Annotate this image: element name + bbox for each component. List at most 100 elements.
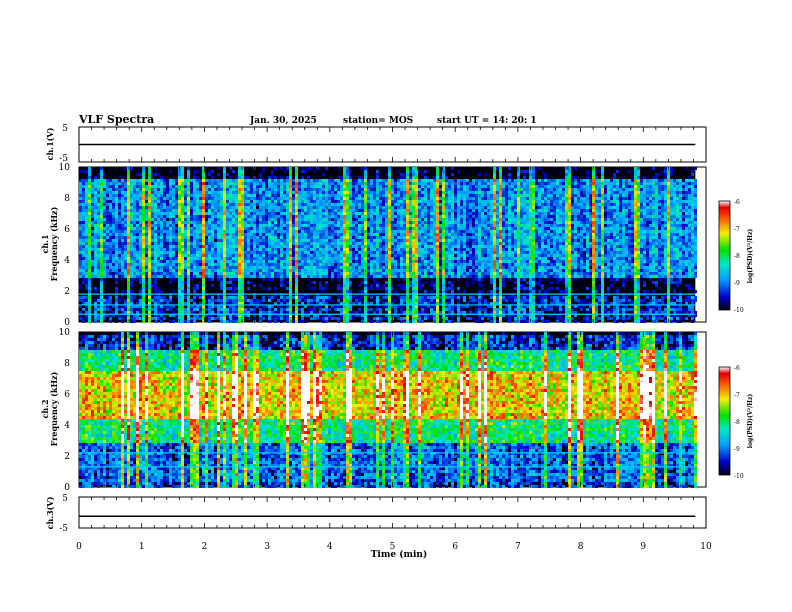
spectrogram-cell — [343, 257, 346, 260]
spectrogram-cell — [178, 218, 181, 221]
spectrogram-cell — [109, 185, 112, 188]
spectrogram-cell — [310, 233, 313, 236]
spectrogram-cell — [187, 284, 190, 287]
spectrogram-cell — [310, 254, 313, 257]
spectrogram-cell — [385, 191, 388, 194]
spectrogram-cell — [331, 227, 334, 230]
spectrogram-cell — [313, 212, 316, 215]
spectrogram-cell — [109, 245, 112, 248]
spectrogram-cell — [412, 233, 415, 236]
spectrogram-cell — [286, 305, 289, 308]
spectrogram-cell — [325, 209, 328, 212]
spectrogram-cell — [175, 269, 178, 272]
spectrogram-cell — [157, 290, 160, 293]
spectrogram-cell — [307, 203, 310, 206]
spectrogram-cell — [106, 206, 109, 209]
spectrogram-cell — [304, 239, 307, 242]
spectrogram-cell — [136, 206, 139, 209]
spectrogram-cell — [268, 176, 271, 179]
spectrogram-cell — [178, 206, 181, 209]
spectrogram-cell — [139, 299, 142, 302]
spectrogram-cell — [274, 260, 277, 263]
spectrogram-cell — [157, 233, 160, 236]
spectrogram-cell — [337, 182, 340, 185]
spectrogram-cell — [166, 194, 169, 197]
spectrogram-cell — [151, 215, 154, 218]
spectrogram-cell — [268, 263, 271, 266]
spectrogram-cell — [343, 167, 346, 170]
spectrogram-cell — [355, 227, 358, 230]
spectrogram-cell — [304, 182, 307, 185]
spectrogram-cell — [124, 167, 127, 170]
spectrogram-cell — [313, 299, 316, 302]
spectrogram-cell — [364, 176, 367, 179]
spectrogram-cell — [244, 296, 247, 299]
spectrogram-cell — [286, 239, 289, 242]
spectrogram-cell — [85, 314, 88, 317]
spectrogram-cell — [145, 230, 148, 233]
spectrogram-cell — [391, 194, 394, 197]
spectrogram-cell — [247, 209, 250, 212]
spectrogram-cell — [196, 203, 199, 206]
spectrogram-cell — [193, 287, 196, 290]
spectrogram-cell — [220, 236, 223, 239]
spectrogram-cell — [376, 257, 379, 260]
spectrogram-cell — [361, 236, 364, 239]
spectrogram-cell — [190, 317, 193, 320]
spectrogram-cell — [94, 233, 97, 236]
spectrogram-cell — [355, 269, 358, 272]
spectrogram-cell — [184, 218, 187, 221]
spectrogram-cell — [169, 257, 172, 260]
spectrogram-cell — [217, 200, 220, 203]
spectrogram-cell — [385, 209, 388, 212]
spectrogram-cell — [199, 308, 202, 311]
spectrogram-cell — [316, 224, 319, 227]
spectrogram-cell — [310, 302, 313, 305]
spectrogram-cell — [319, 197, 322, 200]
spectrogram-cell — [292, 188, 295, 191]
spectrogram-cell — [400, 239, 403, 242]
spectrogram-cell — [406, 173, 409, 176]
spectrogram-cell — [409, 170, 412, 173]
spectrogram-cell — [103, 317, 106, 320]
spectrogram-cell — [214, 200, 217, 203]
spectrogram-cell — [175, 257, 178, 260]
spectrogram-cell — [235, 299, 238, 302]
spectrogram-cell — [169, 236, 172, 239]
spectrogram-cell — [292, 320, 295, 323]
spectrogram-cell — [331, 179, 334, 182]
spectrogram-cell — [307, 233, 310, 236]
spectrogram-cell — [160, 227, 163, 230]
spectrogram-cell — [334, 224, 337, 227]
spectrogram-cell — [205, 203, 208, 206]
spectrogram-cell — [370, 245, 373, 248]
spectrogram-cell — [247, 251, 250, 254]
spectrogram-cell — [277, 272, 280, 275]
spectrogram-cell — [301, 191, 304, 194]
spectrogram-cell — [235, 218, 238, 221]
spectrogram-cell — [277, 218, 280, 221]
spectrogram-cell — [169, 248, 172, 251]
spectrogram-cell — [358, 200, 361, 203]
spectrogram-cell — [103, 188, 106, 191]
spectrogram-cell — [265, 272, 268, 275]
spectrogram-cell — [142, 275, 145, 278]
spectrogram-cell — [325, 275, 328, 278]
spectrogram-cell — [265, 185, 268, 188]
spectrogram-cell — [307, 299, 310, 302]
spectrogram-cell — [295, 275, 298, 278]
spectrogram-cell — [280, 182, 283, 185]
spectrogram-cell — [385, 308, 388, 311]
spectrogram-cell — [139, 215, 142, 218]
spectrogram-cell — [106, 185, 109, 188]
spectrogram-cell — [142, 230, 145, 233]
spectrogram-cell — [244, 203, 247, 206]
spectrogram-cell — [181, 266, 184, 269]
spectrogram-cell — [181, 302, 184, 305]
spectrogram-cell — [310, 236, 313, 239]
spectrogram-cell — [157, 239, 160, 242]
spectrogram-cell — [100, 182, 103, 185]
spectrogram-cell — [265, 275, 268, 278]
spectrogram-cell — [319, 236, 322, 239]
spectrogram-cell — [154, 206, 157, 209]
